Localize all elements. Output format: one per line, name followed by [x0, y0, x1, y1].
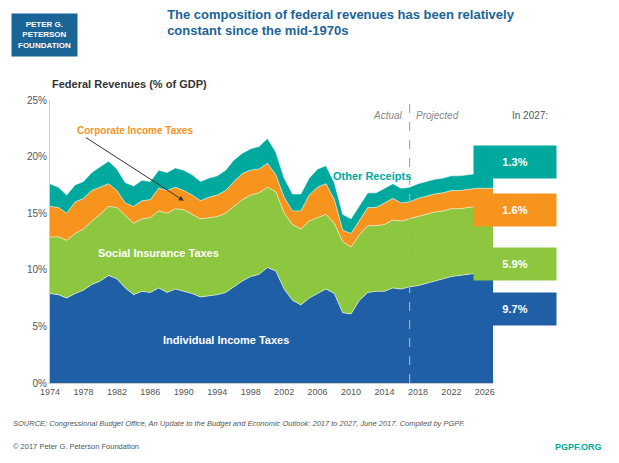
svg-text:SOURCE: Congressional Budget O: SOURCE: Congressional Budget Office, An …: [13, 419, 465, 428]
svg-text:Projected: Projected: [416, 110, 459, 121]
svg-text:Social Insurance Taxes: Social Insurance Taxes: [98, 247, 219, 259]
svg-text:Actual: Actual: [373, 110, 403, 121]
svg-text:2018: 2018: [408, 387, 428, 397]
svg-text:15%: 15%: [27, 208, 47, 219]
svg-text:1.6%: 1.6%: [502, 204, 527, 216]
svg-text:9.7%: 9.7%: [502, 303, 527, 315]
svg-text:The composition of federal rev: The composition of federal revenues has …: [167, 7, 515, 39]
svg-text:Other Receipts: Other Receipts: [333, 170, 411, 182]
svg-text:Federal Revenues (% of GDP): Federal Revenues (% of GDP): [52, 78, 207, 90]
svg-text:5.9%: 5.9%: [502, 258, 527, 270]
svg-text:5%: 5%: [33, 321, 48, 332]
svg-text:2006: 2006: [308, 387, 328, 397]
svg-text:1978: 1978: [73, 387, 93, 397]
svg-text:PETER G.PETERSONFOUNDATION: PETER G.PETERSONFOUNDATION: [18, 20, 71, 50]
svg-text:Corporate Income Taxes: Corporate Income Taxes: [77, 125, 193, 136]
svg-text:2014: 2014: [374, 387, 394, 397]
svg-text:1974: 1974: [40, 387, 60, 397]
svg-text:1986: 1986: [140, 387, 160, 397]
svg-text:PGPF.ORG: PGPF.ORG: [555, 442, 602, 452]
svg-text:2010: 2010: [341, 387, 361, 397]
svg-text:0%: 0%: [33, 378, 48, 389]
svg-text:2002: 2002: [274, 387, 294, 397]
svg-text:1998: 1998: [241, 387, 261, 397]
svg-text:© 2017 Peter G. Peterson Found: © 2017 Peter G. Peterson Foundation: [13, 442, 139, 451]
svg-text:1.3%: 1.3%: [502, 156, 527, 168]
svg-text:20%: 20%: [27, 151, 47, 162]
svg-text:1990: 1990: [174, 387, 194, 397]
svg-text:2026: 2026: [475, 387, 495, 397]
svg-text:25%: 25%: [27, 95, 47, 106]
svg-text:2022: 2022: [441, 387, 461, 397]
svg-text:In 2027:: In 2027:: [512, 110, 548, 121]
svg-text:Individual Income Taxes: Individual Income Taxes: [163, 334, 289, 346]
svg-text:10%: 10%: [27, 264, 47, 275]
svg-text:1994: 1994: [207, 387, 227, 397]
svg-text:1982: 1982: [107, 387, 127, 397]
